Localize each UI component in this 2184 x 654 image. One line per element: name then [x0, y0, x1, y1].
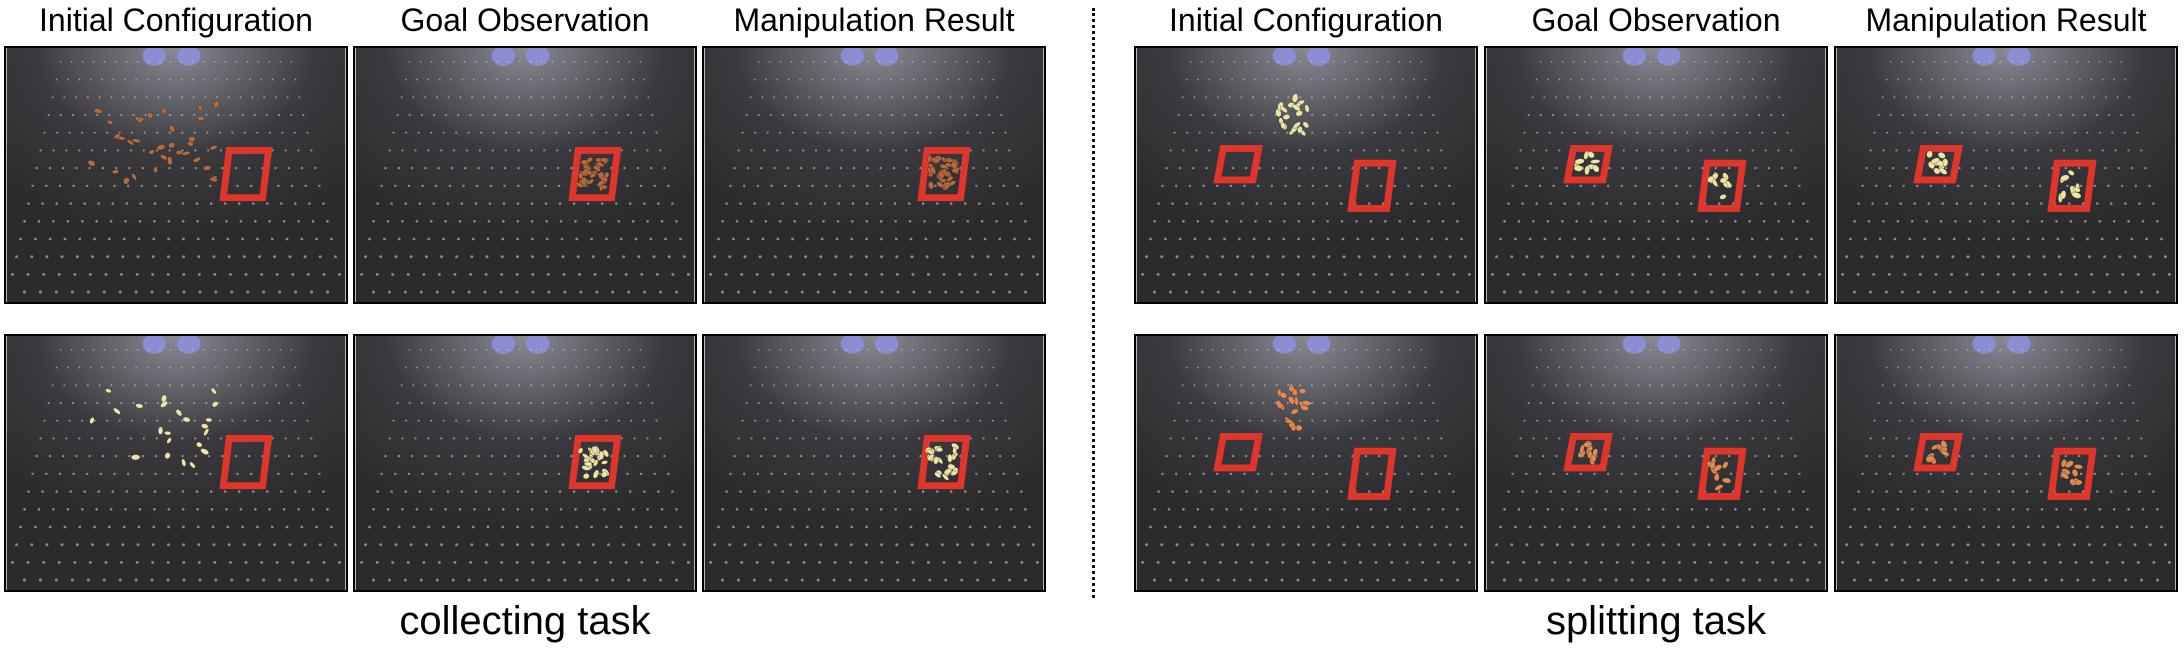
- photo-splitting-row1-result: [1834, 46, 2178, 304]
- pegboard-holes: [1491, 60, 1821, 294]
- photo-splitting-row1-initial: [1134, 46, 1478, 304]
- column-title-initial-configuration: Initial Configuration: [39, 2, 313, 38]
- pegboard-holes: [1141, 60, 1471, 294]
- column-title-initial-configuration: Initial Configuration: [1169, 2, 1443, 38]
- column-title-goal-observation: Goal Observation: [400, 2, 650, 38]
- column-title-manipulation-result: Manipulation Result: [733, 2, 1015, 38]
- photo-splitting-row2-result: [1834, 334, 2178, 592]
- photo-splitting-row1-goal: [1484, 46, 1828, 304]
- photo-collecting-row2-goal: [353, 334, 697, 592]
- column-title-goal-observation: Goal Observation: [1531, 2, 1781, 38]
- pegboard-holes: [11, 348, 341, 582]
- caption-collecting-task: collecting task: [399, 599, 651, 643]
- photo-collecting-row1-goal: [353, 46, 697, 304]
- section-divider: [1092, 8, 1095, 598]
- photo-collecting-row1-result: [702, 46, 1046, 304]
- photo-collecting-row2-result: [702, 334, 1046, 592]
- pegboard-holes: [1841, 348, 2171, 582]
- column-title-manipulation-result: Manipulation Result: [1865, 2, 2147, 38]
- photo-splitting-row2-goal: [1484, 334, 1828, 592]
- caption-splitting-task: splitting task: [1545, 599, 1767, 643]
- pegboard-holes: [1491, 348, 1821, 582]
- pegboard-holes: [709, 348, 1039, 582]
- pegboard-holes: [1841, 60, 2171, 294]
- photo-collecting-row1-initial: [4, 46, 348, 304]
- pegboard-holes: [709, 60, 1039, 294]
- photo-collecting-row2-initial: [4, 334, 348, 592]
- pegboard-holes: [360, 60, 690, 294]
- pegboard-holes: [360, 348, 690, 582]
- pegboard-holes: [1141, 348, 1471, 582]
- photo-splitting-row2-initial: [1134, 334, 1478, 592]
